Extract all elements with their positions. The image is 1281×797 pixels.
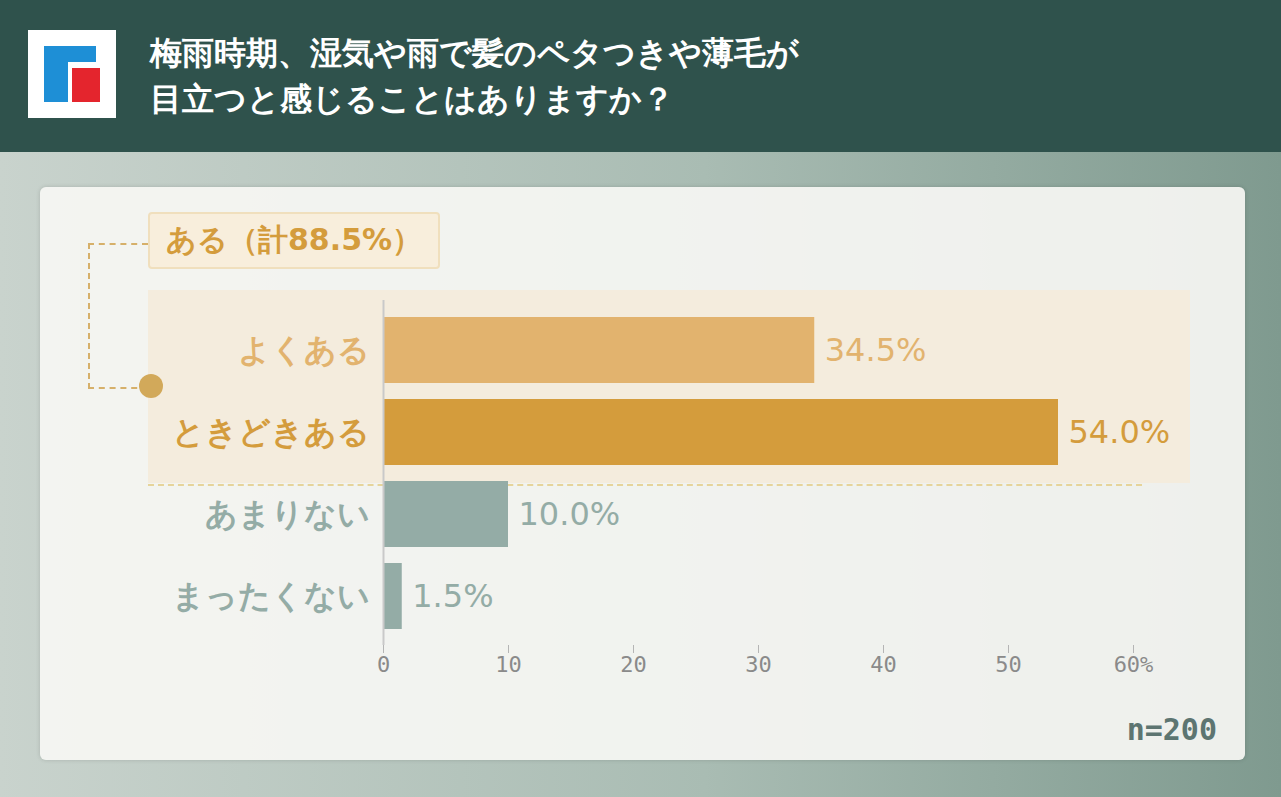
svg-text:1.5%: 1.5% bbox=[412, 577, 493, 615]
svg-text:60%: 60% bbox=[1114, 652, 1154, 677]
svg-text:10.0%: 10.0% bbox=[519, 495, 621, 533]
html-text:n=200: n=200 bbox=[1126, 712, 1217, 747]
svg-text:10: 10 bbox=[495, 652, 522, 677]
svg-text:34.5%: 34.5% bbox=[825, 331, 927, 369]
svg-text:40: 40 bbox=[870, 652, 897, 677]
svg-text:ときどきある: ときどきある bbox=[172, 413, 370, 451]
svg-text:まったくない: まったくない bbox=[172, 577, 370, 615]
html-text:ある（計88.5%）: ある（計88.5%） bbox=[166, 222, 423, 257]
svg-text:0: 0 bbox=[377, 652, 390, 677]
svg-text:あまりない: あまりない bbox=[205, 495, 370, 533]
svg-text:50: 50 bbox=[995, 652, 1022, 677]
svg-text:54.0%: 54.0% bbox=[1069, 413, 1171, 451]
svg-text:20: 20 bbox=[620, 652, 647, 677]
svg-text:30: 30 bbox=[745, 652, 772, 677]
html-text:梅雨時期、湿気や雨で髪のペタつきや薄毛が目立つと感じることは: 梅雨時期、湿気や雨で髪のペタつきや薄毛が目立つと感じることはありますか？ bbox=[150, 34, 799, 118]
svg-text:よくある: よくある bbox=[238, 331, 370, 369]
